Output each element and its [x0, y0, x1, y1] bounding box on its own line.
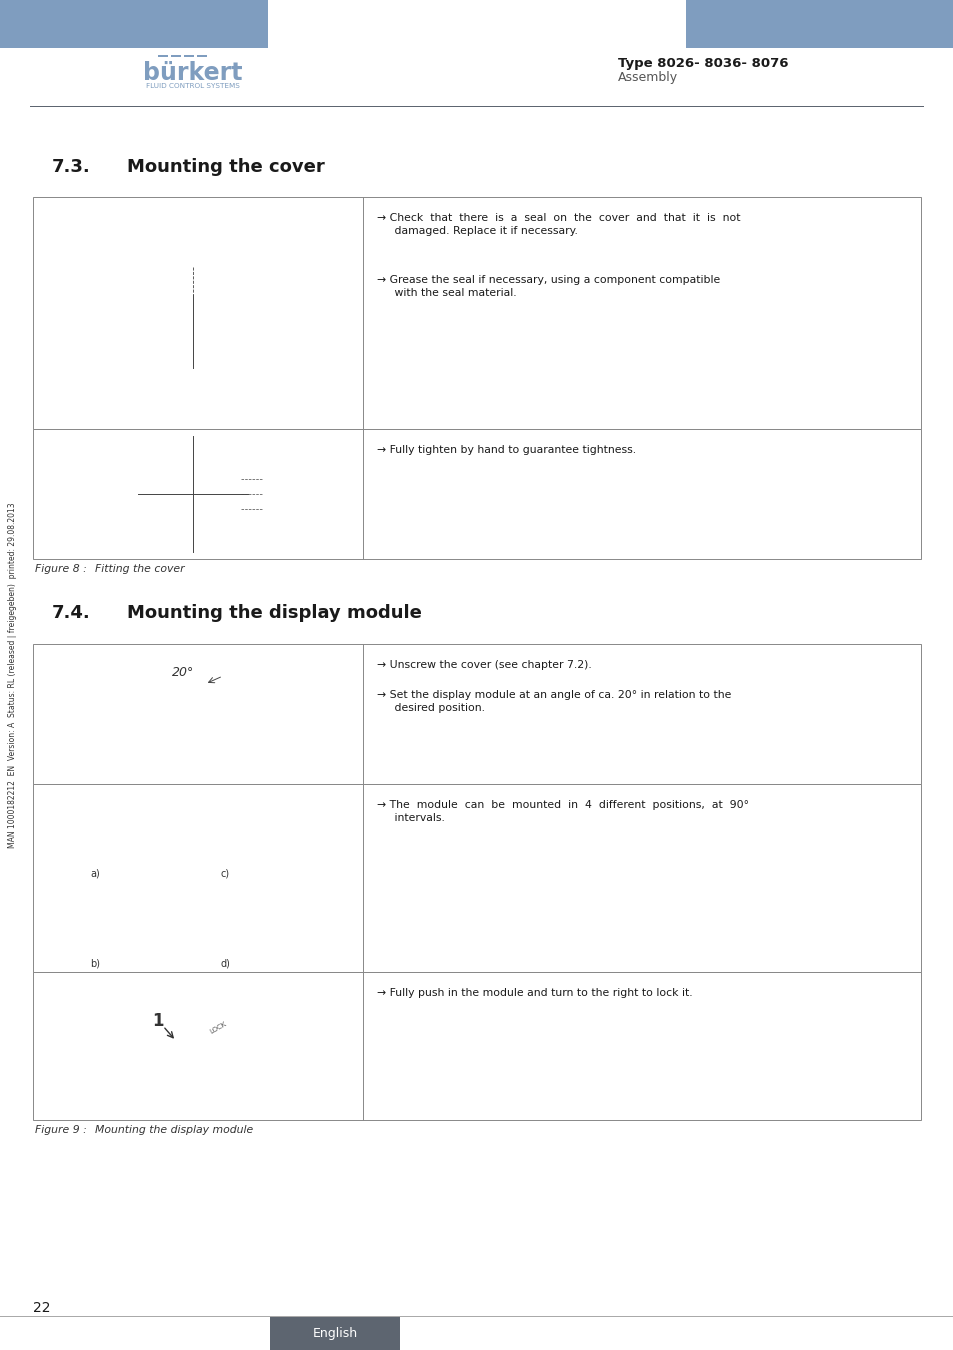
Bar	[283, 915, 301, 931]
Text: → Unscrew the cover (see chapter 7.2).: → Unscrew the cover (see chapter 7.2).	[376, 660, 591, 670]
Bar	[158, 54, 168, 57]
Bar	[0, 0, 268, 49]
Text: b): b)	[90, 958, 100, 968]
Bar	[33, 972, 920, 1120]
Bar	[163, 278, 225, 369]
Bar	[263, 482, 281, 506]
Bar	[152, 825, 171, 841]
Text: → Fully tighten by hand to guarantee tightness.: → Fully tighten by hand to guarantee tig…	[376, 446, 636, 455]
Bar	[33, 644, 920, 784]
Text: 22: 22	[33, 1301, 51, 1315]
Bar	[152, 915, 171, 931]
Text: → Grease the seal if necessary, using a component compatible
     with the seal : → Grease the seal if necessary, using a …	[376, 275, 720, 298]
Text: Mounting the display module: Mounting the display module	[127, 603, 421, 622]
Text: Figure 9 :: Figure 9 :	[35, 1125, 87, 1135]
Bar	[685, 0, 953, 49]
Text: bürkert: bürkert	[143, 61, 242, 85]
Text: English: English	[313, 1327, 357, 1341]
Text: 7.4.: 7.4.	[52, 603, 91, 622]
Text: Assembly: Assembly	[618, 72, 678, 85]
Text: Mounting the cover: Mounting the cover	[127, 158, 324, 176]
Text: LOCK: LOCK	[209, 1021, 227, 1035]
Text: 7.3.: 7.3.	[52, 158, 91, 176]
Bar	[103, 736, 137, 744]
Text: MAN 1000182212  EN  Version: A  Status: RL (released | freigegeben)  printed: 29: MAN 1000182212 EN Version: A Status: RL …	[9, 502, 17, 848]
Text: 1: 1	[152, 1012, 164, 1030]
Bar	[33, 197, 920, 429]
Bar	[196, 54, 207, 57]
Text: c): c)	[220, 868, 230, 878]
Bar	[270, 1318, 399, 1350]
Bar	[225, 316, 247, 331]
Bar	[33, 784, 920, 972]
Text: 20°: 20°	[172, 666, 193, 679]
Text: → Check  that  there  is  a  seal  on  the  cover  and  that  it  is  not
     d: → Check that there is a seal on the cove…	[376, 213, 740, 236]
Text: → Fully push in the module and turn to the right to lock it.: → Fully push in the module and turn to t…	[376, 988, 692, 998]
Bar	[33, 429, 920, 559]
Text: → Set the display module at an angle of ca. 20° in relation to the
     desired : → Set the display module at an angle of …	[376, 690, 731, 713]
Text: a): a)	[90, 868, 100, 878]
Text: Figure 8 :: Figure 8 :	[35, 564, 87, 574]
Bar	[263, 508, 281, 516]
Text: Mounting the display module: Mounting the display module	[95, 1125, 253, 1135]
Text: Type 8026- 8036- 8076: Type 8026- 8036- 8076	[618, 57, 788, 69]
Bar	[184, 54, 193, 57]
Bar	[283, 825, 301, 841]
Text: → The  module  can  be  mounted  in  4  different  positions,  at  90°
     inte: → The module can be mounted in 4 differe…	[376, 801, 748, 824]
Bar	[171, 54, 181, 57]
Text: d): d)	[220, 958, 230, 968]
Text: FLUID CONTROL SYSTEMS: FLUID CONTROL SYSTEMS	[146, 82, 240, 89]
Bar	[110, 688, 130, 744]
Bar	[171, 216, 193, 228]
Text: Fitting the cover: Fitting the cover	[95, 564, 185, 574]
